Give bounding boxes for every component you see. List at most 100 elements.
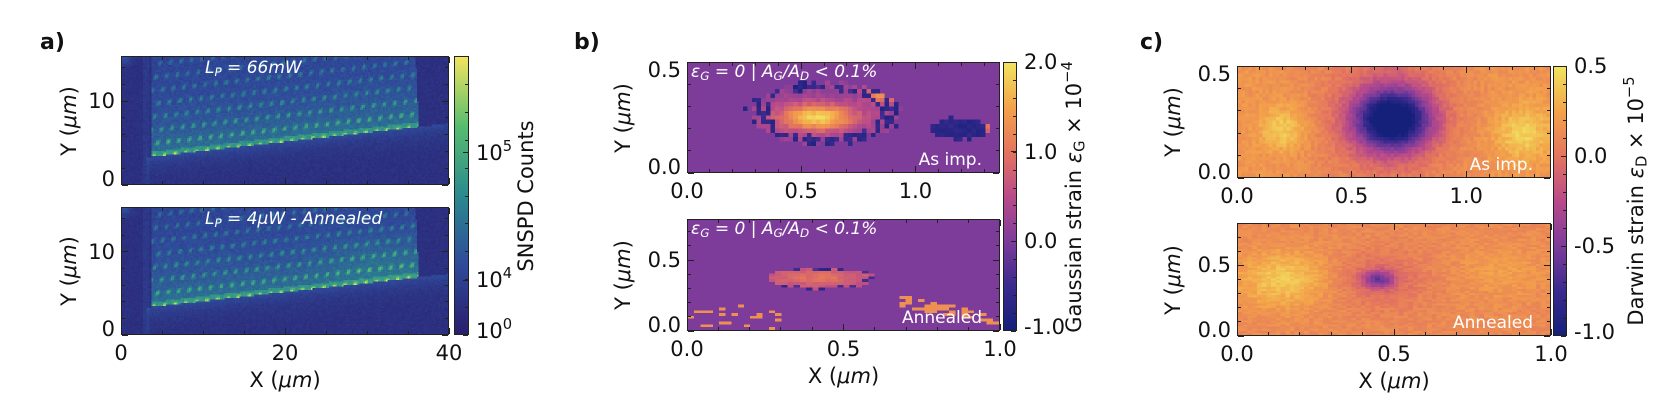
y-tick-mark xyxy=(445,284,448,286)
heatmap-image xyxy=(688,63,999,172)
y-tick-mark xyxy=(122,317,125,319)
x-tick-mark xyxy=(843,220,844,226)
x-tick-mark xyxy=(407,181,409,184)
x-tick-mark xyxy=(1351,67,1353,73)
colorbar-tick-label: 0.5 xyxy=(1574,54,1608,78)
y-tick-label: 0.0 xyxy=(647,313,681,337)
x-tick-mark xyxy=(120,57,122,63)
y-tick-mark xyxy=(993,172,999,174)
x-tick-mark xyxy=(905,327,907,330)
y-tick-mark xyxy=(1238,222,1241,224)
colorbar-tick-mark xyxy=(463,334,468,336)
y-tick-mark xyxy=(122,184,128,186)
x-tick-mark xyxy=(777,63,779,66)
y-tick-mark xyxy=(1547,293,1550,295)
x-tick-label: 0.0 xyxy=(1220,184,1254,208)
sample-state-label: Annealed xyxy=(1452,313,1533,333)
y-tick-label: 0.0 xyxy=(647,155,681,179)
x-tick-mark xyxy=(1550,329,1552,335)
y-tick-mark xyxy=(122,134,125,136)
x-tick-mark xyxy=(686,166,688,172)
heatmap-axes xyxy=(687,62,1000,173)
colorbar-label: Gaussian strain εG × 10−4 xyxy=(1059,60,1089,333)
y-tick-mark xyxy=(1547,307,1550,309)
colorbar xyxy=(454,56,469,335)
x-tick-mark xyxy=(325,181,327,184)
colorbar-minor-tick xyxy=(1563,174,1566,175)
y-tick-mark xyxy=(445,134,448,136)
colorbar xyxy=(1553,66,1567,336)
x-tick-mark xyxy=(846,169,848,172)
x-tick-mark xyxy=(717,220,719,223)
x-tick-mark xyxy=(755,63,757,66)
y-tick-mark xyxy=(445,268,448,269)
colorbar-tick-mark xyxy=(463,152,468,154)
x-tick-mark xyxy=(869,169,871,172)
heatmap-axes xyxy=(121,207,449,335)
y-tick-mark xyxy=(122,117,125,119)
y-tick-mark xyxy=(993,61,999,63)
colorbar-minor-tick xyxy=(1563,264,1566,265)
x-tick-mark xyxy=(1236,171,1238,177)
x-tick-mark xyxy=(325,208,327,211)
x-tick-mark xyxy=(202,331,204,334)
x-tick-mark xyxy=(1328,67,1330,70)
x-tick-mark xyxy=(284,57,286,63)
x-tick-mark xyxy=(243,208,245,211)
colorbar-minor-tick xyxy=(1563,156,1566,157)
y-axis-label: Y (μm) xyxy=(57,236,81,306)
y-tick-mark xyxy=(445,117,448,119)
x-tick-label: 0 xyxy=(114,341,128,365)
y-tick-mark xyxy=(122,251,128,253)
x-tick-mark xyxy=(800,63,802,69)
x-tick-mark xyxy=(1236,67,1238,73)
y-axis-label: Y (μm) xyxy=(611,240,635,310)
x-tick-mark xyxy=(780,327,782,330)
colorbar-minor-tick xyxy=(1013,97,1016,99)
y-tick-mark xyxy=(1238,177,1244,179)
y-tick-label: 0.5 xyxy=(1197,253,1231,278)
x-tick-mark xyxy=(811,327,813,330)
y-tick-mark xyxy=(442,251,448,253)
y-tick-mark xyxy=(993,330,999,332)
x-tick-mark xyxy=(407,331,409,334)
x-tick-mark xyxy=(755,169,757,172)
y-tick-mark xyxy=(1544,177,1550,179)
x-tick-mark xyxy=(366,181,368,184)
x-tick-mark xyxy=(1267,224,1269,227)
y-tick-mark xyxy=(996,316,999,318)
x-tick-mark xyxy=(1550,224,1552,230)
x-tick-mark xyxy=(869,63,871,66)
x-tick-mark xyxy=(823,169,825,172)
x-tick-mark xyxy=(811,220,813,223)
y-tick-mark xyxy=(442,100,448,102)
y-tick-mark xyxy=(1544,264,1550,266)
x-tick-mark xyxy=(843,324,844,330)
y-tick-mark xyxy=(442,184,448,186)
sample-state-label: Annealed xyxy=(901,308,982,328)
colorbar-label: Darwin strain εD × 10−5 xyxy=(1621,76,1651,326)
x-tick-mark xyxy=(1299,224,1301,227)
colorbar-minor-tick xyxy=(1563,192,1566,193)
colorbar-minor-tick xyxy=(1013,187,1016,189)
x-tick-mark xyxy=(284,208,286,214)
y-tick-label: 0.0 xyxy=(1197,160,1231,184)
y-tick-mark xyxy=(1547,236,1550,238)
x-tick-mark xyxy=(243,57,245,60)
x-tick-mark xyxy=(1465,171,1467,177)
x-tick-mark xyxy=(1282,67,1284,70)
x-tick-mark xyxy=(709,63,711,66)
y-tick-mark xyxy=(1238,132,1241,134)
x-tick-mark xyxy=(448,57,450,63)
y-tick-mark xyxy=(1238,335,1244,337)
y-tick-label: 10 xyxy=(88,89,115,114)
y-tick-mark xyxy=(996,231,999,233)
x-tick-mark xyxy=(1299,332,1301,335)
x-tick-mark xyxy=(1236,329,1238,335)
y-tick-mark xyxy=(1547,279,1550,280)
y-tick-mark xyxy=(122,301,125,303)
x-tick-mark xyxy=(936,327,938,330)
y-tick-mark xyxy=(122,218,125,220)
x-tick-mark xyxy=(202,57,204,60)
x-tick-label: 0.5 xyxy=(1334,184,1369,208)
